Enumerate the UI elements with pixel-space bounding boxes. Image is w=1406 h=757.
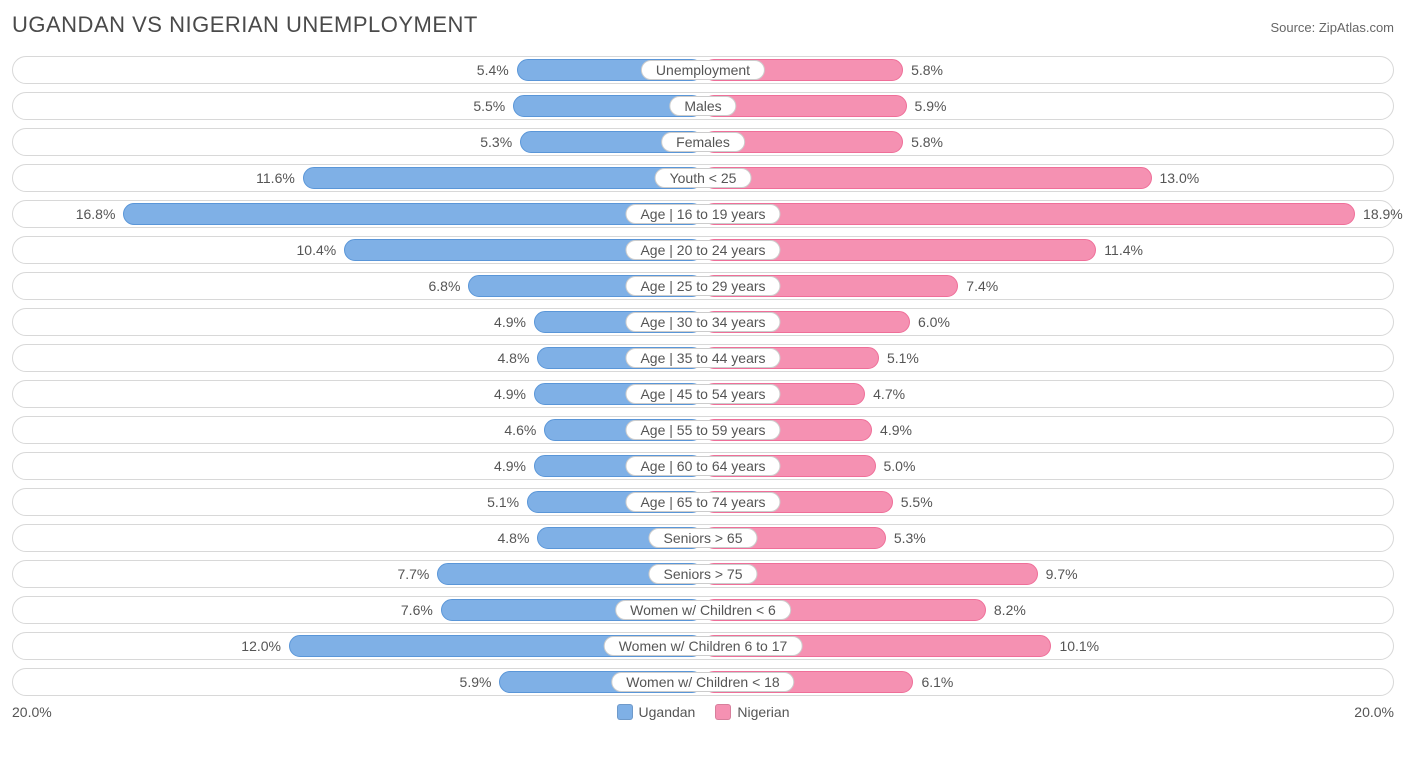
bar-left	[303, 167, 703, 189]
chart-row: 16.8%18.9%Age | 16 to 19 years	[12, 200, 1394, 228]
value-left: 6.8%	[428, 278, 460, 294]
bar-right	[703, 167, 1152, 189]
legend-label-right: Nigerian	[737, 704, 789, 720]
category-label: Seniors > 75	[649, 564, 758, 584]
value-right: 10.1%	[1059, 638, 1099, 654]
category-label: Females	[661, 132, 745, 152]
legend-label-left: Ugandan	[639, 704, 696, 720]
value-left: 11.6%	[256, 170, 295, 186]
value-left: 4.9%	[494, 314, 526, 330]
value-left: 12.0%	[241, 638, 281, 654]
legend-swatch-left	[617, 704, 633, 720]
value-left: 4.6%	[504, 422, 536, 438]
value-left: 16.8%	[76, 206, 116, 222]
chart-row: 4.9% 6.0% Age | 30 to 34 years	[12, 308, 1394, 336]
chart-row: 4.8% 5.3% Seniors > 65	[12, 524, 1394, 552]
chart-row: 4.9% 5.0% Age | 60 to 64 years	[12, 452, 1394, 480]
value-left: 5.9%	[460, 674, 492, 690]
category-label: Age | 45 to 54 years	[625, 384, 780, 404]
chart-row: 4.9% 4.7% Age | 45 to 54 years	[12, 380, 1394, 408]
legend-swatch-right	[715, 704, 731, 720]
value-right: 4.9%	[880, 422, 912, 438]
chart-row: 12.0% 10.1% Women w/ Children 6 to 17	[12, 632, 1394, 660]
chart-footer: 20.0% Ugandan Nigerian 20.0%	[12, 704, 1394, 720]
value-right: 5.5%	[901, 494, 933, 510]
chart-row: 10.4% 11.4% Age | 20 to 24 years	[12, 236, 1394, 264]
value-left: 10.4%	[297, 242, 337, 258]
value-right: 5.8%	[911, 62, 943, 78]
chart-row: 7.6% 8.2% Women w/ Children < 6	[12, 596, 1394, 624]
chart-row: 5.5% 5.9% Males	[12, 92, 1394, 120]
chart-row: 6.8% 7.4% Age | 25 to 29 years	[12, 272, 1394, 300]
chart-row: 5.9% 6.1% Women w/ Children < 18	[12, 668, 1394, 696]
value-right: 5.0%	[884, 458, 916, 474]
value-left: 5.3%	[480, 134, 512, 150]
category-label: Age | 30 to 34 years	[625, 312, 780, 332]
chart-row: 5.1% 5.5% Age | 65 to 74 years	[12, 488, 1394, 516]
chart-row: 5.3% 5.8% Females	[12, 128, 1394, 156]
legend: Ugandan Nigerian	[617, 704, 790, 720]
category-label: Age | 60 to 64 years	[625, 456, 780, 476]
category-label: Age | 55 to 59 years	[625, 420, 780, 440]
value-right: 6.0%	[918, 314, 950, 330]
category-label: Age | 25 to 29 years	[625, 276, 780, 296]
value-left: 4.9%	[494, 386, 526, 402]
chart-row: 7.7% 9.7% Seniors > 75	[12, 560, 1394, 588]
value-left: 4.8%	[497, 350, 529, 366]
diverging-bar-chart: 5.4% 5.8% Unemployment 5.5% 5.9% Males 5.3% 5.8…	[12, 56, 1394, 696]
value-left: 7.7%	[397, 566, 429, 582]
category-label: Age | 65 to 74 years	[625, 492, 780, 512]
category-label: Males	[669, 96, 736, 116]
legend-item-right: Nigerian	[715, 704, 789, 720]
chart-source: Source: ZipAtlas.com	[1270, 20, 1394, 35]
value-right: 5.3%	[894, 530, 926, 546]
category-label: Age | 20 to 24 years	[625, 240, 780, 260]
chart-row: 11.6% 13.0% Youth < 25	[12, 164, 1394, 192]
chart-header: UGANDAN VS NIGERIAN UNEMPLOYMENT Source:…	[12, 12, 1394, 38]
legend-item-left: Ugandan	[617, 704, 696, 720]
value-right: 13.0%	[1159, 170, 1199, 186]
value-right: 18.9%	[1363, 206, 1403, 222]
category-label: Women w/ Children < 18	[611, 672, 794, 692]
value-left: 5.5%	[473, 98, 505, 114]
chart-row: 5.4% 5.8% Unemployment	[12, 56, 1394, 84]
value-left: 5.1%	[487, 494, 519, 510]
category-label: Women w/ Children 6 to 17	[604, 636, 803, 656]
value-right: 5.8%	[911, 134, 943, 150]
value-right: 11.4%	[1104, 242, 1143, 258]
value-right: 4.7%	[873, 386, 905, 402]
category-label: Youth < 25	[655, 168, 752, 188]
category-label: Unemployment	[641, 60, 765, 80]
value-left: 7.6%	[401, 602, 433, 618]
bar-right	[703, 203, 1355, 225]
value-right: 5.1%	[887, 350, 919, 366]
category-label: Women w/ Children < 6	[615, 600, 791, 620]
axis-left-max: 20.0%	[12, 704, 52, 720]
category-label: Age | 16 to 19 years	[625, 204, 780, 224]
axis-right-max: 20.0%	[1354, 704, 1394, 720]
value-right: 9.7%	[1046, 566, 1078, 582]
value-right: 7.4%	[966, 278, 998, 294]
value-left: 4.8%	[497, 530, 529, 546]
chart-row: 4.6% 4.9% Age | 55 to 59 years	[12, 416, 1394, 444]
value-right: 6.1%	[921, 674, 953, 690]
category-label: Seniors > 65	[649, 528, 758, 548]
chart-row: 4.8% 5.1% Age | 35 to 44 years	[12, 344, 1394, 372]
chart-title: UGANDAN VS NIGERIAN UNEMPLOYMENT	[12, 12, 478, 38]
bar-left	[123, 203, 703, 225]
value-right: 8.2%	[994, 602, 1026, 618]
value-left: 5.4%	[477, 62, 509, 78]
value-right: 5.9%	[915, 98, 947, 114]
category-label: Age | 35 to 44 years	[625, 348, 780, 368]
value-left: 4.9%	[494, 458, 526, 474]
